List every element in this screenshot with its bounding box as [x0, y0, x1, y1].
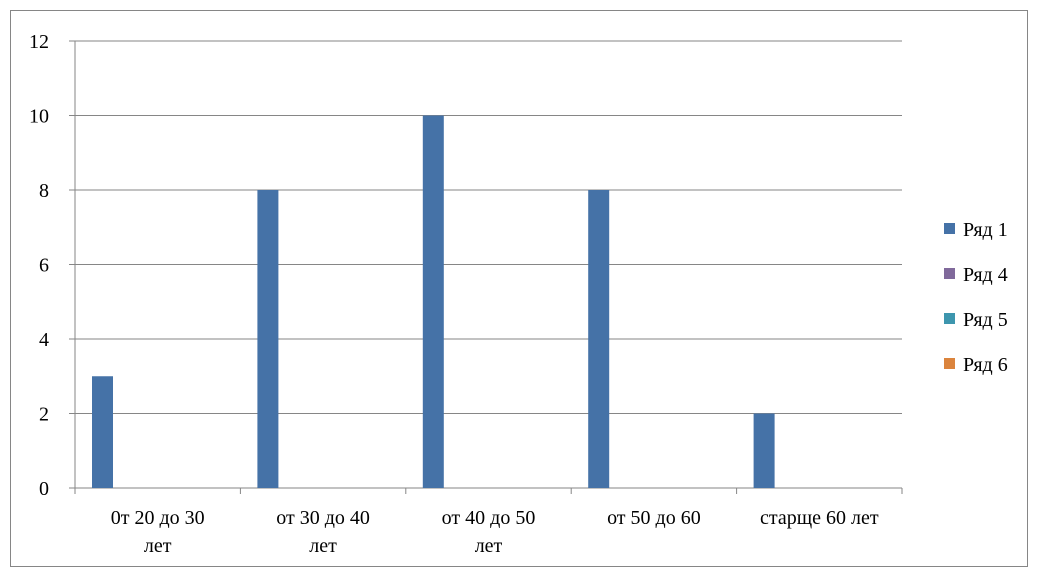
bar: [753, 413, 775, 488]
grid-lines: [75, 40, 902, 414]
y-tick-label: 0: [39, 478, 49, 500]
legend-swatch: [944, 223, 955, 234]
x-category-label: лет: [475, 535, 503, 557]
y-tick-label: 10: [29, 106, 49, 128]
legend-swatch: [944, 268, 955, 279]
y-tick-label: 2: [39, 404, 49, 426]
x-category-label: от 50 до 60: [607, 507, 701, 529]
chart-frame: [10, 10, 1028, 567]
x-category-label: лет: [144, 535, 172, 557]
bar: [257, 190, 279, 488]
legend-swatch: [944, 313, 955, 324]
legend-label: Ряд 6: [963, 354, 1008, 376]
legend: Ряд 1 Ряд 4 Ряд 5 Ряд 6: [944, 219, 1008, 376]
y-tick-label: 8: [39, 180, 49, 202]
x-category-label: от 40 до 50: [442, 507, 536, 529]
y-tick-labels: 0 2 4 6 8 10 12: [29, 31, 49, 500]
legend-label: Ряд 1: [963, 219, 1008, 241]
legend-label: Ряд 4: [963, 264, 1008, 286]
x-category-labels: 0т 20 до 30 лет от 30 до 40 лет от 40 до 50 л…: [111, 507, 879, 557]
bar: [422, 115, 444, 488]
y-tick-label: 4: [39, 329, 49, 351]
x-category-label: старще 60 лет: [760, 507, 879, 529]
y-tick-label: 6: [39, 255, 49, 277]
axes: [69, 40, 903, 494]
bars: [92, 115, 775, 488]
x-category-label: лет: [309, 535, 337, 557]
legend-label: Ряд 5: [963, 309, 1008, 331]
legend-swatch: [944, 358, 955, 369]
x-category-label: от 30 до 40: [276, 507, 370, 529]
bar: [92, 376, 113, 488]
bar: [588, 190, 610, 488]
x-category-label: 0т 20 до 30: [111, 507, 205, 529]
y-tick-label: 12: [29, 31, 49, 53]
